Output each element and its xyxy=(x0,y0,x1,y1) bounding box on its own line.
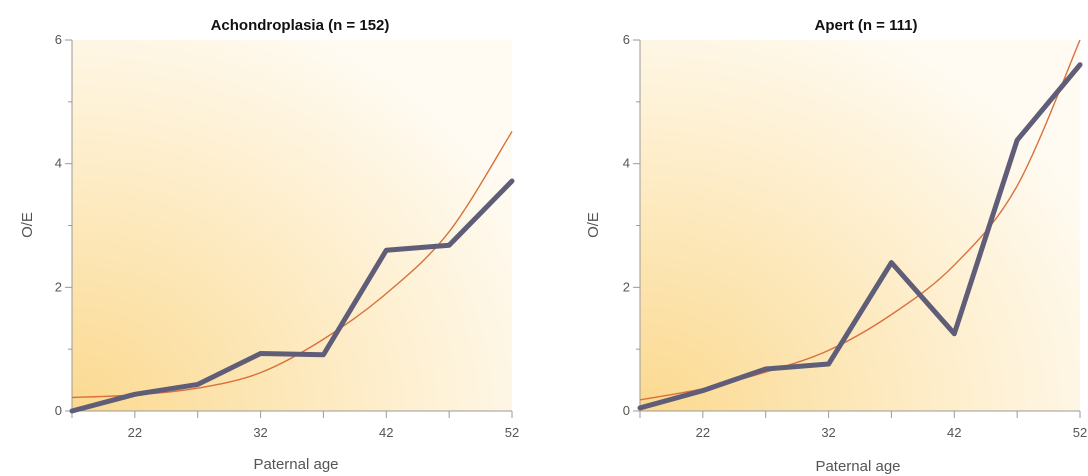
chart-panel-achondroplasia: Achondroplasia (n = 152) O/E Paternal ag… xyxy=(19,17,519,473)
plot-background xyxy=(640,40,1080,411)
x-tick-label: 52 xyxy=(505,425,519,440)
x-axis-title: Paternal age xyxy=(253,456,338,473)
series-layer xyxy=(69,131,515,414)
x-tick-label: 22 xyxy=(696,425,710,440)
chart-panel-apert: Apert (n = 111) O/E Paternal age 0 2 4 6 22 3… xyxy=(585,17,1087,475)
y-axis-title: O/E xyxy=(585,212,602,238)
x-tick-label: 32 xyxy=(821,425,835,440)
plot-background xyxy=(72,40,512,411)
x-tick-label: 42 xyxy=(379,425,393,440)
y-tick-label: 0 xyxy=(55,403,62,418)
series-layer xyxy=(637,39,1083,411)
x-tick-label: 52 xyxy=(1073,425,1087,440)
y-tick-label: 6 xyxy=(623,32,630,47)
y-tick-label: 4 xyxy=(55,156,62,171)
observed-ratio-line xyxy=(637,62,1083,411)
x-tick-label: 22 xyxy=(128,425,142,440)
axis-ticks: 0 2 4 6 22 32 42 52 xyxy=(55,32,519,440)
chart-title: Apert (n = 111) xyxy=(815,17,918,34)
y-tick-label: 0 xyxy=(623,403,630,418)
x-axis-title: Paternal age xyxy=(815,458,900,475)
y-tick-label: 2 xyxy=(623,279,630,294)
y-tick-label: 6 xyxy=(55,32,62,47)
y-tick-label: 4 xyxy=(623,156,630,171)
observed-ratio-line xyxy=(69,178,515,414)
axis-ticks: 0 2 4 6 22 32 42 52 xyxy=(623,32,1087,440)
y-axis-title: O/E xyxy=(19,212,36,238)
y-tick-label: 2 xyxy=(55,279,62,294)
x-tick-label: 32 xyxy=(253,425,267,440)
chart-title: Achondroplasia (n = 152) xyxy=(211,17,390,34)
x-tick-label: 42 xyxy=(947,425,961,440)
